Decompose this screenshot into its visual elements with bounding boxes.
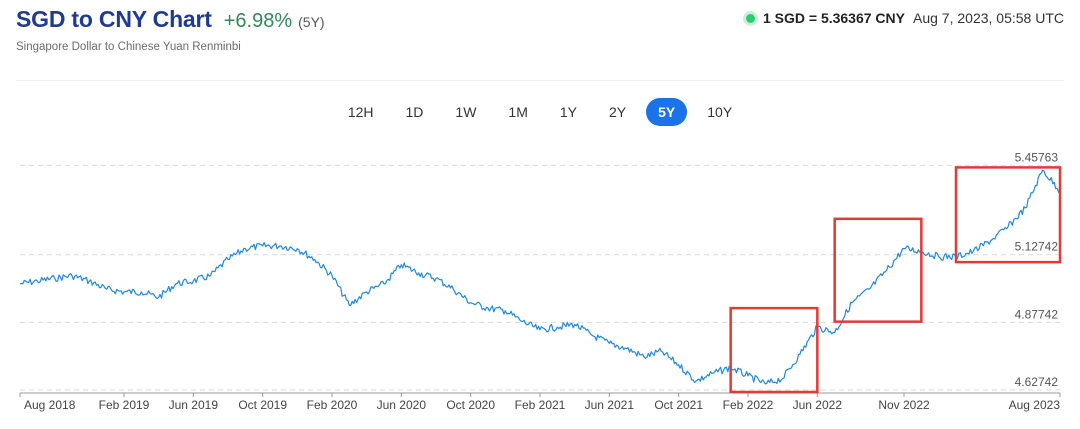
tab-12h[interactable]: 12H (347, 104, 374, 120)
x-tick-label: Jun 2021 (585, 398, 635, 412)
period-label: (5Y) (298, 14, 325, 30)
timeframe-tabs: 12H 1D 1W 1M 1Y 2Y 5Y 10Y (0, 98, 1080, 126)
y-tick-label: 4.62742 (1015, 375, 1059, 389)
x-tick-label: Feb 2021 (515, 398, 566, 412)
x-tick-label: Feb 2022 (723, 398, 774, 412)
tab-10y[interactable]: 10Y (707, 104, 733, 120)
y-tick-label: 5.12742 (1015, 240, 1059, 254)
page-subtitle: Singapore Dollar to Chinese Yuan Renminb… (16, 41, 241, 53)
chart-header: SGD to CNY Chart +6.98% (5Y) Singapore D… (16, 6, 325, 53)
tab-1m[interactable]: 1M (508, 104, 528, 120)
y-tick-label: 4.87742 (1015, 307, 1059, 321)
x-tick-label: Jun 2020 (377, 398, 427, 412)
x-tick-label: Jun 2019 (169, 398, 219, 412)
highlight-box (833, 217, 923, 323)
x-tick-label: Oct 2021 (654, 398, 703, 412)
x-tick-label: Feb 2019 (99, 398, 150, 412)
rate-timestamp: Aug 7, 2023, 05:58 UTC (913, 10, 1064, 26)
x-tick-label: Oct 2020 (446, 398, 495, 412)
live-status-icon (745, 13, 755, 23)
tab-5y[interactable]: 5Y (646, 98, 688, 126)
rate-value: 1 SGD = 5.36367 CNY (762, 10, 905, 26)
y-tick-label: 5.45763 (1015, 150, 1059, 164)
highlight-box (954, 166, 1062, 264)
live-rate: 1 SGD = 5.36367 CNY Aug 7, 2023, 05:58 U… (745, 10, 1064, 26)
tab-1w[interactable]: 1W (455, 104, 477, 120)
highlight-box (729, 306, 819, 394)
percent-change: +6.98% (223, 10, 293, 32)
title-row: SGD to CNY Chart +6.98% (5Y) (16, 6, 325, 33)
x-tick-label: Oct 2019 (238, 398, 287, 412)
tab-2y[interactable]: 2Y (609, 104, 627, 120)
tab-1d[interactable]: 1D (405, 104, 424, 120)
x-tick-label: Feb 2020 (307, 398, 358, 412)
tab-1y[interactable]: 1Y (559, 104, 577, 120)
x-tick-label: Aug 2023 (1009, 398, 1061, 412)
series-line (19, 169, 1061, 385)
x-tick-label: Nov 2022 (878, 398, 930, 412)
x-tick-label: Aug 2018 (24, 398, 76, 412)
header-divider (16, 80, 1064, 81)
page-title: SGD to CNY Chart (16, 6, 212, 32)
x-tick-label: Jun 2022 (793, 398, 843, 412)
